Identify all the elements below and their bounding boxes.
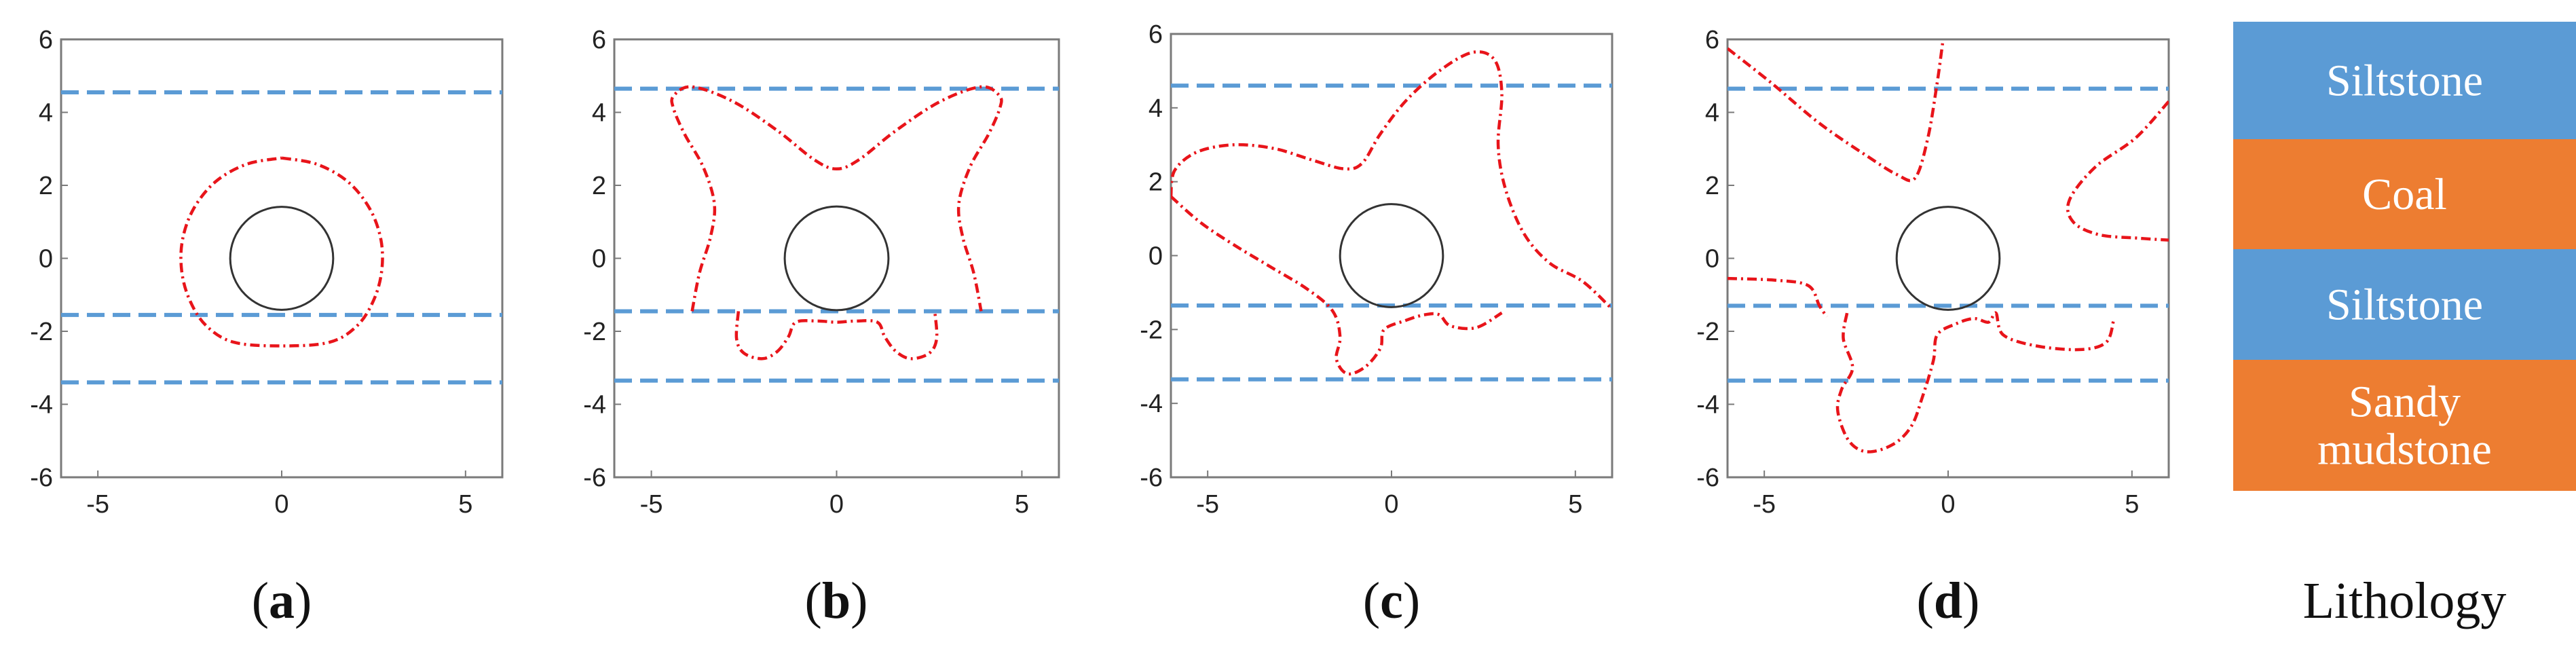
panel-caption: (c) bbox=[1363, 572, 1420, 629]
y-tick-label: -4 bbox=[1696, 391, 1719, 420]
y-tick-label: 0 bbox=[1705, 245, 1719, 274]
plot-area bbox=[1171, 50, 1612, 382]
y-tick-label: 0 bbox=[1149, 242, 1163, 271]
x-tick-label: -5 bbox=[640, 490, 663, 519]
failure-zone-curve bbox=[734, 311, 939, 361]
y-tick-label: -6 bbox=[1696, 464, 1719, 492]
panel-caption: (b) bbox=[805, 572, 868, 629]
axes-frame bbox=[613, 38, 1060, 479]
lithology-layer-label: mudstone bbox=[2317, 425, 2492, 475]
panel-caption: (a) bbox=[252, 572, 312, 629]
y-tick-label: -2 bbox=[30, 318, 53, 346]
failure-zone-curve bbox=[1171, 195, 1503, 376]
plot-area bbox=[61, 90, 502, 385]
y-tick-label: -6 bbox=[583, 464, 606, 492]
lithology-title: Lithology bbox=[2303, 572, 2507, 629]
axes-frame bbox=[1726, 38, 2170, 479]
y-tick-label: 4 bbox=[1149, 94, 1163, 123]
plot-area bbox=[1728, 43, 2169, 454]
failure-zone-curve bbox=[1728, 276, 1829, 318]
x-tick-label: -5 bbox=[1196, 490, 1219, 519]
lithology-layer bbox=[2233, 139, 2576, 249]
x-tick-label: 0 bbox=[1941, 490, 1955, 519]
failure-zone-curve bbox=[1171, 50, 1612, 311]
y-tick-label: 6 bbox=[592, 26, 606, 54]
y-tick-label: 4 bbox=[39, 99, 53, 128]
lithology-layer-label: Coal bbox=[2362, 170, 2447, 219]
y-tick-label: 2 bbox=[592, 172, 606, 200]
x-tick-label: 5 bbox=[2125, 490, 2139, 519]
x-tick-label: 5 bbox=[1568, 490, 1582, 519]
roadway-circle bbox=[229, 206, 335, 311]
lithology-layer-label: Sandy bbox=[2349, 377, 2461, 427]
x-tick-label: 0 bbox=[274, 490, 288, 519]
y-tick-label: -2 bbox=[583, 318, 606, 346]
y-tick-label: -2 bbox=[1696, 318, 1719, 346]
failure-zone-curve bbox=[670, 85, 1003, 312]
y-tick-label: -6 bbox=[1140, 464, 1163, 492]
x-tick-label: -5 bbox=[86, 490, 109, 519]
y-tick-label: 0 bbox=[592, 245, 606, 274]
axes-frame bbox=[60, 38, 504, 479]
y-tick-label: 0 bbox=[39, 245, 53, 274]
y-tick-label: 2 bbox=[1149, 168, 1163, 197]
panel-caption: (d) bbox=[1917, 572, 1980, 629]
axes-frame bbox=[1170, 33, 1613, 479]
roadway-circle bbox=[783, 205, 890, 312]
x-tick-label: 5 bbox=[458, 490, 472, 519]
y-tick-label: -6 bbox=[30, 464, 53, 492]
y-tick-label: -2 bbox=[1140, 316, 1163, 344]
y-tick-label: 6 bbox=[1149, 20, 1163, 49]
y-tick-label: 2 bbox=[39, 172, 53, 200]
panel-a: 6 4 2 0 -2 -4 -6 -5 0 5 bbox=[30, 26, 504, 519]
y-tick-label: -4 bbox=[1140, 390, 1163, 418]
failure-zone-curve bbox=[1728, 43, 1945, 183]
y-tick-label: 6 bbox=[39, 26, 53, 54]
lithology-layer bbox=[2233, 22, 2576, 139]
x-tick-label: 0 bbox=[1384, 490, 1398, 519]
roadway-circle bbox=[1895, 206, 2001, 311]
failure-zone-curve bbox=[2066, 100, 2169, 242]
lithology-layer bbox=[2233, 360, 2576, 491]
y-tick-label: 4 bbox=[1705, 99, 1719, 128]
panel-b: 6 4 2 0 -2 -4 -6 -5 0 5 bbox=[583, 26, 1060, 519]
y-tick-label: 4 bbox=[592, 99, 606, 128]
lithology-layer-label: Siltstone bbox=[2326, 280, 2483, 330]
panel-d: 6 4 2 0 -2 -4 -6 -5 0 5 bbox=[1696, 26, 2170, 519]
x-tick-label: 0 bbox=[829, 490, 844, 519]
lithology-layer bbox=[2233, 249, 2576, 360]
roadway-circle bbox=[1339, 203, 1444, 308]
x-tick-label: -5 bbox=[1753, 490, 1776, 519]
lithology-layer-label: Siltstone bbox=[2326, 56, 2483, 106]
x-tick-label: 5 bbox=[1015, 490, 1029, 519]
plot-area bbox=[614, 85, 1059, 383]
panel-c: 6 4 2 0 -2 -4 -6 -5 0 5 bbox=[1140, 20, 1613, 519]
y-tick-label: -4 bbox=[30, 391, 53, 420]
y-tick-label: 6 bbox=[1705, 26, 1719, 54]
y-tick-label: 2 bbox=[1705, 172, 1719, 200]
failure-zone-curve bbox=[179, 156, 384, 348]
failure-zone-curve bbox=[1835, 311, 2115, 454]
y-tick-label: -4 bbox=[583, 391, 606, 420]
